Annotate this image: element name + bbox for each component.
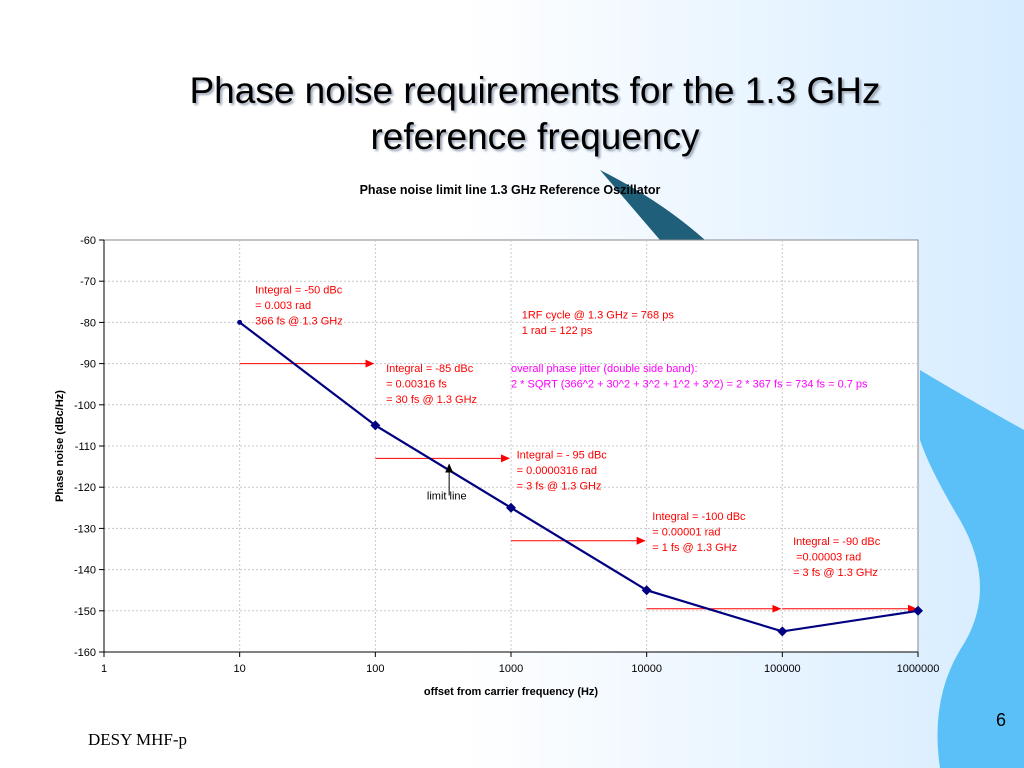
ann-integral-95-line: = 0.0000316 rad (517, 465, 597, 477)
ann-integral-85-line: = 0.00316 fs (386, 378, 447, 390)
y-tick-label: -100 (74, 400, 96, 412)
ann-limit-line: limit line (427, 491, 467, 503)
x-tick-label: 1 (101, 663, 107, 675)
y-tick-label: -130 (74, 523, 96, 535)
footer-text: DESY MHF-p (88, 730, 188, 749)
x-tick-label: 10 (234, 663, 246, 675)
y-axis-label: Phase noise (dBc/Hz) (54, 390, 66, 502)
ann-integral-85: Integral = -85 dBc = 0.00316 fs = 30 fs @ … (386, 363, 477, 406)
data-point (913, 605, 923, 616)
ann-integral-100: Integral = -100 dBc = 0.00001 rad = 1 fs @… (652, 511, 746, 554)
ann-overall-jitter: overall phase jitter (double side band):… (511, 363, 868, 391)
data-point (506, 502, 516, 513)
y-tick-label: -150 (74, 606, 96, 618)
x-tick-label: 10000 (631, 663, 662, 675)
y-tick-label: -70 (80, 276, 96, 288)
ann-rf-cycle: 1RF cycle @ 1.3 GHz = 768 ps 1 rad = 122 … (522, 309, 675, 337)
data-point (641, 585, 652, 596)
ann-integral-50-line: = 0.003 rad (255, 300, 311, 312)
ann-integral-85-line: = 30 fs @ 1.3 GHz (386, 394, 477, 406)
data-point (237, 319, 243, 325)
y-tick-label: -60 (80, 235, 96, 247)
data-point (370, 420, 381, 431)
slide-title: Phase noise requirements for the 1.3 GHz… (189, 70, 881, 157)
ann-rf-cycle-line: 1 rad = 122 ps (522, 325, 593, 337)
x-tick-label: 1000000 (897, 663, 940, 675)
ann-integral-90: Integral = -90 dBc =0.00003 rad = 3 fs @ … (793, 536, 881, 579)
series-line (239, 321, 919, 633)
x-tick-label: 1000 (499, 663, 523, 675)
y-tick-label: -120 (74, 482, 96, 494)
data-point (777, 626, 788, 637)
ann-limit-line-line: limit line (427, 491, 467, 503)
ann-integral-90-line: =0.00003 rad (793, 551, 861, 563)
chart-title: Phase noise limit line 1.3 GHz Reference… (359, 183, 661, 197)
ann-integral-95-line: Integral = - 95 dBc (517, 449, 608, 461)
ann-integral-100-line: = 1 fs @ 1.3 GHz (652, 542, 737, 554)
ann-overall-jitter-line: overall phase jitter (double side band): (511, 363, 698, 375)
ann-overall-jitter-line: 2 * SQRT (366^2 + 30^2 + 3^2 + 1^2 + 3^2… (511, 378, 868, 390)
y-tick-label: -80 (80, 317, 96, 329)
ann-integral-100-line: = 0.00001 rad (652, 527, 720, 539)
ann-integral-90-line: Integral = -90 dBc (793, 536, 881, 548)
ann-integral-85-line: Integral = -85 dBc (386, 363, 474, 375)
ann-integral-100-line: Integral = -100 dBc (652, 511, 746, 523)
ann-integral-50: Integral = -50 dBc = 0.003 rad 366 fs @ 1.… (255, 285, 343, 328)
ann-integral-95: Integral = - 95 dBc = 0.0000316 rad = 3 fs… (517, 449, 608, 492)
x-tick-label: 100000 (764, 663, 801, 675)
y-tick-label: -160 (74, 647, 96, 659)
x-tick-label: 100 (366, 663, 384, 675)
ann-integral-50-line: Integral = -50 dBc (255, 285, 343, 297)
y-tick-label: -140 (74, 565, 96, 577)
deco-blue-wave (920, 370, 1024, 768)
page-number: 6 (996, 710, 1007, 730)
y-tick-label: -110 (75, 441, 96, 453)
ann-integral-95-line: = 3 fs @ 1.3 GHz (517, 480, 602, 492)
ann-rf-cycle-line: 1RF cycle @ 1.3 GHz = 768 ps (522, 309, 675, 321)
ann-integral-90-line: = 3 fs @ 1.3 GHz (793, 567, 878, 579)
x-axis-label: offset from carrier frequency (Hz) (424, 686, 599, 698)
deco-dark-swoosh (600, 170, 705, 240)
ann-integral-50-line: 366 fs @ 1.3 GHz (255, 316, 343, 328)
y-tick-label: -90 (80, 359, 96, 371)
